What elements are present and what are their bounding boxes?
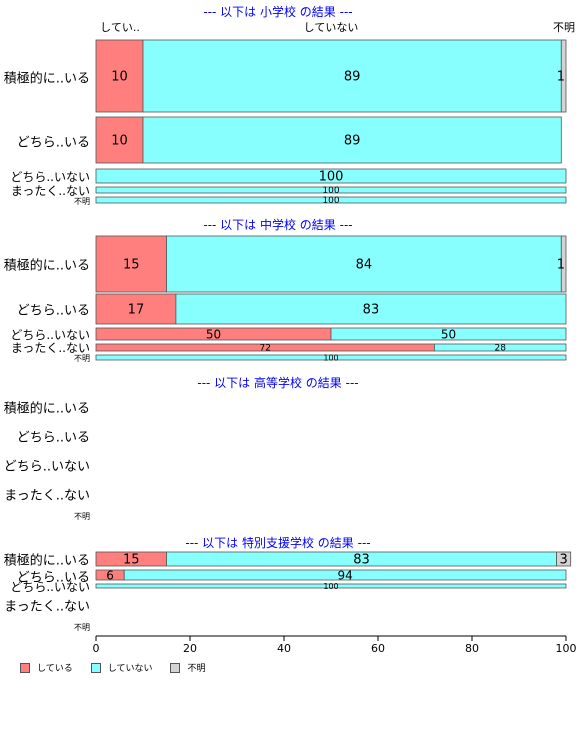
bar-value-label: 10	[111, 134, 128, 149]
bar-segment	[95, 354, 567, 361]
x-axis-tick-label: 80	[465, 642, 479, 655]
row-label: 積極的に..いる	[4, 553, 90, 569]
row-label: まったく..ない	[4, 600, 90, 615]
bar-value-label: 17	[128, 303, 145, 318]
bar-value-label: 72	[259, 344, 270, 354]
x-axis-tick-label: 20	[183, 642, 197, 655]
bar-value-label: 94	[337, 568, 352, 582]
row-label: 不明	[74, 623, 90, 632]
bar-segment	[123, 569, 567, 581]
legend-swatch-shiteinai	[90, 662, 101, 673]
legend-item-fumei: 不明	[170, 661, 205, 674]
bar-segment	[560, 39, 567, 113]
bar-value-label: 28	[494, 344, 506, 354]
x-axis-tick-label: 40	[277, 642, 291, 655]
row-label: どちら..いない	[10, 170, 90, 184]
group-title: --- 以下は 小学校 の結果 ---	[203, 4, 352, 19]
bar-value-label: 1	[557, 70, 565, 85]
row-label: どちら..いる	[17, 571, 90, 586]
legend-swatch-shiteiru	[20, 662, 30, 673]
legend-label-shiteiru: している	[37, 664, 73, 674]
top-category-label: してい..	[100, 21, 140, 34]
row-label: まったく..ない	[4, 489, 90, 504]
bar-value-label: 100	[323, 582, 338, 591]
legend-item-shiteinai: していない	[90, 661, 153, 674]
legend: している していない 不明	[20, 661, 223, 674]
bar-value-label: 15	[123, 258, 140, 273]
row-label: 不明	[74, 354, 90, 363]
bar-segment	[166, 235, 562, 293]
bar-value-label: 83	[353, 553, 370, 568]
bar-segment	[560, 235, 567, 293]
bar-value-label: 83	[363, 303, 380, 318]
row-label: どちら..いない	[10, 580, 90, 594]
legend-label-shiteinai: していない	[107, 664, 153, 674]
row-label: 不明	[74, 512, 90, 521]
top-category-label: 不明	[553, 21, 575, 34]
row-label: どちら..いる	[17, 136, 90, 151]
legend-label-fumei: 不明	[187, 664, 206, 674]
row-label: どちら..いる	[17, 431, 90, 446]
bar-value-label: 100	[322, 196, 339, 206]
bar-value-label: 100	[322, 186, 339, 196]
x-axis-tick-label: 100	[556, 642, 577, 655]
bar-segment	[95, 168, 567, 184]
bar-segment	[95, 196, 567, 204]
bar-segment	[433, 343, 567, 352]
bar-value-label: 50	[206, 327, 221, 341]
group-title: --- 以下は 特別支援学校 の結果 ---	[185, 535, 370, 550]
bar-segment	[556, 551, 572, 567]
row-label: 積極的に..いる	[4, 401, 90, 417]
row-label: まったく..ない	[11, 184, 90, 198]
group-title: --- 以下は 高等学校 の結果 ---	[197, 375, 358, 390]
row-label: どちら..いない	[10, 328, 90, 342]
bar-segment	[95, 39, 144, 113]
bar-segment	[142, 116, 562, 164]
bar-value-label: 3	[560, 553, 568, 568]
bar-value-label: 6	[106, 568, 114, 582]
top-category-label: していない	[304, 21, 359, 34]
row-label: 不明	[74, 197, 90, 206]
bar-value-label: 84	[356, 258, 373, 273]
row-label: どちら..いる	[17, 304, 90, 319]
x-axis-tick-label: 0	[93, 642, 100, 655]
bar-value-label: 50	[441, 327, 456, 341]
row-label: 積極的に..いる	[4, 258, 90, 274]
legend-item-shiteiru: している	[20, 661, 73, 674]
bar-value-label: 89	[344, 70, 361, 85]
bar-segment	[175, 293, 567, 325]
bar-value-label: 1	[557, 258, 565, 273]
bar-segment	[330, 327, 567, 341]
x-axis-tick-label: 60	[371, 642, 385, 655]
bar-value-label: 100	[323, 353, 338, 362]
row-label: どちら..いない	[4, 460, 90, 475]
bar-value-label: 89	[344, 134, 361, 149]
bar-segment	[95, 583, 567, 589]
row-label: 積極的に..いる	[4, 71, 90, 87]
bar-value-label: 10	[111, 70, 128, 85]
row-label: まったく..ない	[11, 341, 90, 355]
bar-segment	[142, 39, 562, 113]
bar-value-label: 100	[319, 170, 344, 185]
legend-swatch-fumei	[170, 662, 181, 673]
bar-value-label: 15	[123, 553, 140, 568]
group-title: --- 以下は 中学校 の結果 ---	[203, 217, 352, 232]
bar-segment	[95, 186, 567, 194]
